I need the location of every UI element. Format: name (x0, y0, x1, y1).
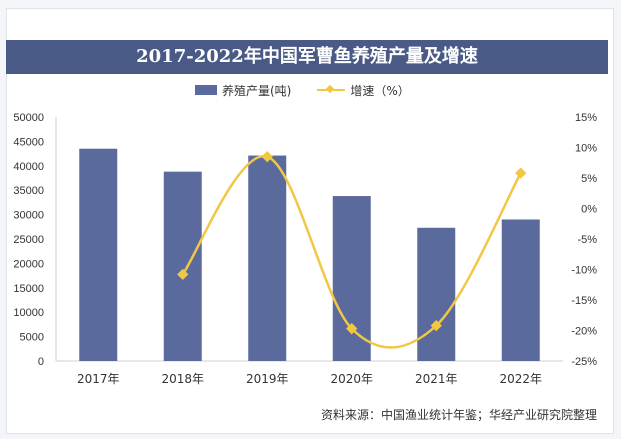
x-tick-label: 2022年 (499, 372, 542, 386)
y-right-tick-label: -10% (571, 265, 597, 277)
y-left-tick-label: 45000 (13, 136, 44, 148)
bar (417, 227, 456, 361)
x-tick-label: 2020年 (330, 372, 373, 386)
legend-label-production: 养殖产量(吨) (222, 83, 292, 98)
chart-legend: 养殖产量(吨) 增速（%） (195, 80, 436, 100)
bar (248, 155, 287, 361)
y-right-tick-label: 10% (575, 143, 597, 155)
y-left-tick-label: 25000 (13, 234, 44, 246)
growth-point (261, 150, 273, 163)
bar (79, 148, 118, 361)
legend-swatch-line (317, 85, 346, 95)
y-right-tick-label: -5% (577, 234, 597, 246)
y-left-tick-label: 5000 (20, 332, 44, 344)
growth-point (346, 323, 358, 335)
legend-swatch-bar (195, 85, 217, 95)
growth-line (181, 155, 522, 349)
chart-title: 2017-2022年中国军曹鱼养殖产量及增速 (6, 40, 608, 74)
legend-label-growth: 增速（%） (350, 83, 410, 98)
y-right-tick-label: -15% (571, 295, 597, 307)
y-left-tick-label: 50000 (13, 112, 44, 124)
y-left-tick-label: 0 (38, 356, 44, 368)
y-left-tick-label: 35000 (13, 185, 44, 197)
x-tick-label: 2019年 (246, 372, 289, 386)
bar (163, 171, 202, 361)
legend-item-production: 养殖产量(吨) (195, 82, 291, 99)
y-left-tick-label: 15000 (13, 283, 44, 295)
y-right-tick-label: 5% (581, 173, 597, 185)
y-right-tick-label: -20% (571, 326, 597, 338)
y-left-tick-label: 40000 (13, 161, 44, 173)
x-tick-label: 2017年 (77, 372, 120, 386)
legend-item-growth: 增速（%） (317, 82, 410, 99)
x-tick-label: 2021年 (415, 372, 458, 386)
source-note: 资料来源：中国渔业统计年鉴；华经产业研究院整理 (320, 408, 597, 422)
y-left-tick-label: 10000 (13, 307, 44, 319)
growth-point (177, 268, 189, 281)
x-tick-label: 2018年 (161, 372, 204, 386)
y-right-tick-label: 0% (581, 204, 597, 216)
bar (332, 196, 371, 361)
y-left-tick-label: 30000 (13, 210, 44, 222)
y-right-tick-label: 15% (575, 112, 597, 124)
y-right-tick-label: -25% (571, 356, 597, 368)
bar (501, 219, 540, 361)
growth-point (515, 167, 527, 179)
y-left-tick-label: 20000 (13, 258, 44, 270)
growth-point (430, 319, 442, 332)
